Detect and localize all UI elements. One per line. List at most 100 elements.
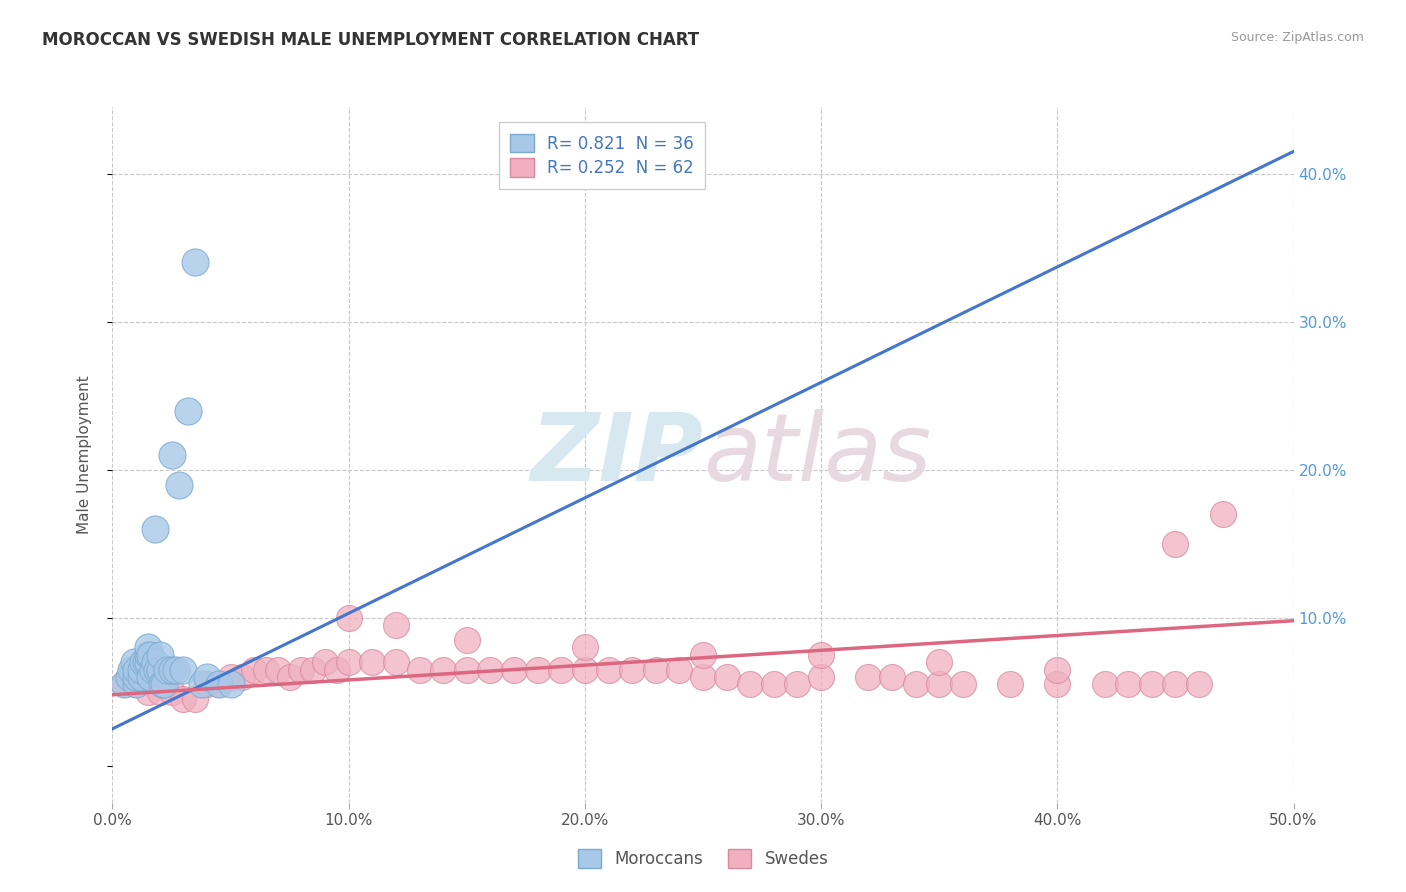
Point <box>880 670 903 684</box>
Point <box>644 663 666 677</box>
Point <box>135 655 157 669</box>
Point <box>432 663 454 677</box>
Point <box>456 632 478 647</box>
Point <box>172 663 194 677</box>
Point <box>740 677 762 691</box>
Point <box>385 655 408 669</box>
Point <box>146 663 169 677</box>
Legend: R= 0.821  N = 36, R= 0.252  N = 62: R= 0.821 N = 36, R= 0.252 N = 62 <box>499 122 706 189</box>
Point <box>208 677 231 691</box>
Point <box>479 663 502 677</box>
Point <box>136 640 159 655</box>
Point <box>143 655 166 669</box>
Point <box>1188 677 1211 691</box>
Point <box>337 655 360 669</box>
Point <box>716 670 738 684</box>
Text: MOROCCAN VS SWEDISH MALE UNEMPLOYMENT CORRELATION CHART: MOROCCAN VS SWEDISH MALE UNEMPLOYMENT CO… <box>42 31 699 49</box>
Point <box>118 670 141 684</box>
Point <box>1116 677 1139 691</box>
Point <box>278 670 301 684</box>
Point <box>314 655 336 669</box>
Point <box>160 685 183 699</box>
Point <box>337 611 360 625</box>
Point <box>139 670 162 684</box>
Point <box>153 677 176 691</box>
Point <box>160 448 183 462</box>
Legend: Moroccans, Swedes: Moroccans, Swedes <box>571 843 835 875</box>
Point <box>139 648 162 662</box>
Point <box>195 677 218 691</box>
Point <box>156 663 179 677</box>
Point <box>302 663 325 677</box>
Point <box>125 677 148 691</box>
Point <box>195 670 218 684</box>
Point <box>149 648 172 662</box>
Point <box>326 663 349 677</box>
Point <box>456 663 478 677</box>
Point <box>290 663 312 677</box>
Point <box>1164 677 1187 691</box>
Point <box>219 670 242 684</box>
Point <box>172 692 194 706</box>
Point <box>136 685 159 699</box>
Point <box>184 692 207 706</box>
Point <box>1094 677 1116 691</box>
Point <box>112 677 135 691</box>
Y-axis label: Male Unemployment: Male Unemployment <box>77 376 91 534</box>
Point <box>574 663 596 677</box>
Point <box>125 663 148 677</box>
Point <box>858 670 880 684</box>
Point <box>267 663 290 677</box>
Point <box>574 640 596 655</box>
Point <box>361 655 384 669</box>
Point <box>904 677 927 691</box>
Point <box>160 663 183 677</box>
Point <box>243 663 266 677</box>
Point <box>1046 677 1069 691</box>
Point <box>786 677 808 691</box>
Point <box>120 663 142 677</box>
Point <box>129 670 152 684</box>
Point <box>1140 677 1163 691</box>
Point <box>668 663 690 677</box>
Point <box>191 677 214 691</box>
Text: Source: ZipAtlas.com: Source: ZipAtlas.com <box>1230 31 1364 45</box>
Point <box>692 648 714 662</box>
Text: atlas: atlas <box>703 409 931 500</box>
Point <box>125 670 148 684</box>
Point <box>219 677 242 691</box>
Point <box>952 677 974 691</box>
Point <box>150 677 173 691</box>
Point <box>142 663 165 677</box>
Point <box>385 618 408 632</box>
Point <box>503 663 526 677</box>
Point <box>165 663 187 677</box>
Point <box>254 663 277 677</box>
Point <box>621 663 644 677</box>
Point <box>928 677 950 691</box>
Point <box>598 663 620 677</box>
Point <box>1046 663 1069 677</box>
Point <box>550 663 572 677</box>
Point <box>132 655 155 669</box>
Point <box>122 655 145 669</box>
Point <box>143 522 166 536</box>
Point <box>136 655 159 669</box>
Point <box>184 255 207 269</box>
Text: ZIP: ZIP <box>530 409 703 501</box>
Point <box>149 685 172 699</box>
Point <box>177 403 200 417</box>
Point <box>998 677 1021 691</box>
Point <box>129 663 152 677</box>
Point <box>1212 507 1234 521</box>
Point <box>167 477 190 491</box>
Point <box>408 663 430 677</box>
Point <box>526 663 548 677</box>
Point <box>231 670 253 684</box>
Point <box>762 677 785 691</box>
Point <box>810 670 832 684</box>
Point <box>928 655 950 669</box>
Point <box>208 677 231 691</box>
Point <box>810 648 832 662</box>
Point <box>136 648 159 662</box>
